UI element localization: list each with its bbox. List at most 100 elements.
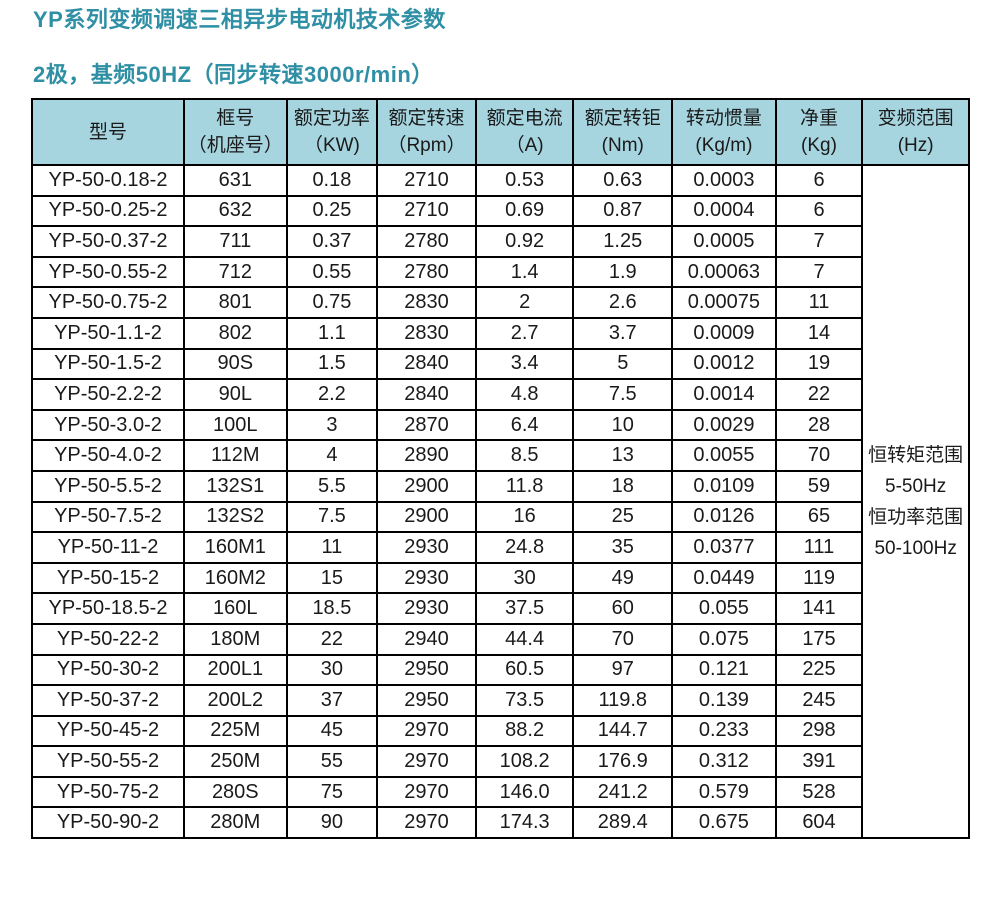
- table-cell: 1.4: [474, 255, 575, 289]
- table-cell: 14: [774, 316, 864, 350]
- table-cell: 2780: [376, 255, 477, 289]
- table-cell: 6.4: [474, 408, 575, 442]
- table-cell: 0.53: [474, 164, 575, 197]
- table-cell: 2900: [376, 500, 477, 534]
- table-cell: 7.5: [285, 500, 379, 534]
- table-cell: 176.9: [572, 745, 674, 778]
- table-cell: 0.0009: [671, 316, 777, 350]
- table-row: YP-50-0.75-2 801 0.75 2830 2 2.6 0.00075 11: [31, 286, 969, 319]
- table-cell: 2780: [376, 225, 477, 258]
- table-cell: 0.0449: [671, 561, 777, 595]
- table-cell: 7.5: [572, 378, 674, 411]
- table-cell: 8.5: [474, 439, 575, 472]
- table-cell: 30: [285, 653, 379, 687]
- table-cell: 141: [774, 592, 864, 625]
- model-cell: YP-50-0.55-2: [31, 255, 185, 289]
- table-row: YP-50-4.0-2 112M 4 2890 8.5 13 0.0055 70: [31, 439, 969, 472]
- table-row: YP-50-5.5-2 132S1 5.5 2900 11.8 18 0.0109 59: [31, 469, 969, 503]
- table-cell: 2950: [376, 684, 477, 717]
- model-cell: YP-50-0.37-2: [31, 225, 185, 258]
- table-cell: 60.5: [474, 653, 575, 687]
- model-cell: YP-50-22-2: [31, 622, 185, 656]
- table-cell: 160M2: [182, 561, 288, 595]
- table-cell: 18: [572, 469, 674, 503]
- column-header: 额定电流 （A): [474, 98, 575, 166]
- table-cell: 60: [572, 592, 674, 625]
- table-cell: 0.0055: [671, 439, 777, 472]
- table-cell: 0.0109: [671, 469, 777, 503]
- table-cell: 298: [774, 714, 864, 748]
- table-cell: 2970: [376, 714, 477, 748]
- table-row: YP-50-0.18-2 631 0.18 2710 0.53 0.63 0.0003 6 恒转…: [31, 163, 970, 840]
- column-header: 型号: [31, 98, 185, 166]
- table-cell: 711: [182, 225, 288, 258]
- model-cell: YP-50-75-2: [31, 775, 185, 809]
- table-row: YP-50-18.5-2 160L 18.5 2930 37.5 60 0.055 141: [31, 592, 969, 625]
- model-cell: YP-50-55-2: [31, 745, 185, 778]
- model-cell: YP-50-7.5-2: [31, 500, 185, 534]
- table-cell: 2970: [376, 745, 477, 778]
- table-cell: 2970: [376, 806, 477, 840]
- table-row: YP-50-0.55-2 712 0.55 2780 1.4 1.9 0.00063 7: [31, 255, 969, 289]
- table-cell: 24.8: [474, 531, 575, 564]
- table-cell: 2900: [376, 469, 477, 503]
- table-row: YP-50-55-2 250M 55 2970 108.2 176.9 0.312 391: [31, 745, 969, 778]
- table-cell: 90S: [182, 347, 288, 381]
- table-cell: 90: [285, 806, 379, 840]
- model-cell: YP-50-37-2: [31, 684, 185, 717]
- table-cell: 1.1: [285, 316, 379, 350]
- table-cell: 18.5: [285, 592, 379, 625]
- table-cell: 146.0: [474, 775, 575, 809]
- table-cell: 1.9: [572, 255, 674, 289]
- model-cell: YP-50-1.5-2: [31, 347, 185, 381]
- model-cell: YP-50-4.0-2: [31, 439, 185, 472]
- table-cell: 0.0003: [671, 164, 777, 197]
- table-cell: 632: [182, 194, 288, 228]
- table-cell: 49: [572, 561, 674, 595]
- table-cell: 3.7: [572, 316, 674, 350]
- table-cell: 0.0014: [671, 378, 777, 411]
- table-cell: 174.3: [474, 806, 575, 840]
- column-header: 净重 (Kg): [774, 98, 864, 166]
- page-title: YP系列变频调速三相异步电动机技术参数: [33, 7, 446, 32]
- table-cell: 2940: [376, 622, 477, 656]
- table-cell: 70: [572, 622, 674, 656]
- table-cell: 73.5: [474, 684, 575, 717]
- table-cell: 225: [774, 653, 864, 687]
- table-cell: 22: [285, 622, 379, 656]
- table-cell: 11: [774, 286, 864, 319]
- table-cell: 45: [285, 714, 379, 748]
- table-cell: 3.4: [474, 347, 575, 381]
- table-cell: 0.675: [671, 806, 777, 840]
- table-row: YP-50-11-2 160M1 11 2930 24.8 35 0.0377 111: [31, 531, 969, 564]
- table-cell: 132S2: [182, 500, 288, 534]
- table-cell: 112M: [182, 439, 288, 472]
- table-cell: 1.5: [285, 347, 379, 381]
- table-row: YP-50-22-2 180M 22 2940 44.4 70 0.075 175: [31, 622, 969, 656]
- table-cell: 30: [474, 561, 575, 595]
- table-cell: 245: [774, 684, 864, 717]
- table-cell: 200L2: [182, 684, 288, 717]
- table-cell: 289.4: [572, 806, 674, 840]
- table-row: YP-50-1.1-2 802 1.1 2830 2.7 3.7 0.0009 14: [31, 316, 969, 350]
- table-cell: 25: [572, 500, 674, 534]
- table-cell: 802: [182, 316, 288, 350]
- table-row: YP-50-75-2 280S 75 2970 146.0 241.2 0.579 528: [31, 775, 969, 809]
- table-cell: 2830: [376, 286, 477, 319]
- table-cell: 2890: [376, 439, 477, 472]
- table-cell: 0.579: [671, 775, 777, 809]
- table-cell: 22: [774, 378, 864, 411]
- table-cell: 0.0005: [671, 225, 777, 258]
- table-cell: 180M: [182, 622, 288, 656]
- model-cell: YP-50-18.5-2: [31, 592, 185, 625]
- motor-spec-table: 型号 框号 （机座号） 额定功率 （KW) 额定转速 （Rpm） 额定电流 （A) 额定转钜 (Nm…: [31, 98, 970, 840]
- table-cell: 37.5: [474, 592, 575, 625]
- table-cell: 119.8: [572, 684, 674, 717]
- table-cell: 70: [774, 439, 864, 472]
- table-cell: 225M: [182, 714, 288, 748]
- table-cell: 2.2: [285, 378, 379, 411]
- table-cell: 200L1: [182, 653, 288, 687]
- table-cell: 10: [572, 408, 674, 442]
- model-cell: YP-50-15-2: [31, 561, 185, 595]
